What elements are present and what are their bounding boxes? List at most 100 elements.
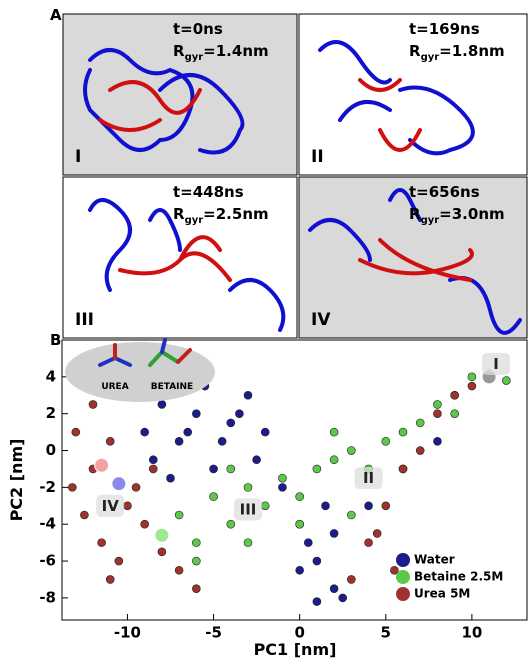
snapshot-time: t=448ns [173, 183, 244, 201]
annotation: IV [102, 497, 120, 515]
panel-label: A [50, 6, 62, 24]
scatter-point [157, 400, 167, 409]
rgyr-subscript: gyr [421, 52, 440, 63]
scatter-point [372, 529, 382, 538]
scatter-point [381, 437, 391, 446]
legend-swatch [396, 570, 410, 584]
scatter-point [226, 519, 236, 529]
annotation-box [354, 467, 383, 490]
scatter-point [295, 519, 304, 529]
snapshot-time: t=656ns [409, 183, 480, 201]
annotation: I [493, 355, 499, 373]
scatter-point [243, 538, 253, 547]
scatter-point [398, 427, 408, 437]
scatter-point [398, 464, 408, 474]
scatter-point [329, 455, 339, 465]
inset-label: UREA [101, 382, 128, 392]
y-axis-label: PC2 [nm] [7, 439, 26, 522]
y-tick-label: -8 [39, 588, 56, 606]
scatter-point [321, 501, 330, 511]
snapshot-numeral: I [75, 147, 81, 167]
scatter-point [364, 538, 373, 547]
x-tick-label: 5 [381, 624, 391, 642]
rgyr-subscript: gyr [185, 52, 204, 63]
y-tick-label: 2 [46, 404, 56, 422]
y-tick-label: 4 [46, 367, 56, 385]
plot-area: -10 -5 0 5 10-8-6-4-2024IIIIIIIVWaterBetaine… [39, 352, 511, 642]
scatter-point [235, 409, 244, 418]
x-tick-label: -10 [114, 624, 141, 642]
scatter-point [329, 584, 339, 593]
rgyr-value: =1.4nm [203, 42, 268, 60]
rgyr-value: =1.8nm [439, 42, 504, 60]
rgyr-symbol: R [409, 205, 421, 223]
inset-molecules [98, 338, 192, 367]
legend-label: Urea 5M [414, 587, 470, 601]
scatter-point [114, 556, 124, 566]
scatter-point [312, 597, 322, 606]
inset-background [65, 342, 215, 402]
scatter-point [329, 529, 339, 538]
scatter-point [260, 427, 270, 437]
scatter-point [433, 400, 442, 409]
snapshot-box [298, 13, 528, 176]
legend-swatch [396, 587, 410, 601]
scatter-point [68, 483, 77, 492]
scatter-point [174, 565, 184, 575]
legend-swatch [396, 553, 410, 567]
scatter-point [278, 473, 287, 483]
panel-label: B [50, 331, 61, 349]
scatter-point [260, 501, 270, 511]
rgyr-subscript: gyr [185, 215, 204, 226]
snapshot-numeral: III [75, 310, 94, 330]
legend-label: Water [414, 553, 455, 567]
scatter-point [148, 464, 158, 474]
scatter-point [243, 390, 253, 400]
legend-label: Betaine 2.5M [414, 570, 503, 584]
scatter-point [312, 464, 322, 474]
scatter-point [295, 565, 304, 575]
scatter-point [390, 565, 399, 575]
scatter-point [209, 464, 218, 474]
scatter-point [148, 455, 158, 465]
scatter-point [192, 556, 201, 566]
scatter-point [329, 427, 339, 437]
snapshot-time: t=0ns [173, 20, 223, 38]
highlight-marker [111, 476, 127, 492]
scatter-point [243, 483, 253, 492]
rgyr-subscript: gyr [421, 215, 440, 226]
scatter-point [347, 575, 356, 584]
scatter-point [450, 409, 459, 418]
scatter-point [131, 483, 141, 492]
scatter-point [209, 492, 218, 501]
annotation-box [96, 494, 125, 517]
scatter-point [415, 446, 425, 455]
scatter-point [381, 501, 391, 511]
scatter-point [433, 437, 442, 446]
x-axis-label: PC1 [nm] [254, 640, 337, 659]
scatter-point [502, 376, 511, 385]
snapshot-rgyr: Rgyr=1.8nm [409, 42, 505, 63]
scatter-point [303, 538, 313, 547]
annotation: III [240, 500, 257, 518]
x-tick-label: 10 [461, 624, 482, 642]
scatter-point [166, 473, 175, 483]
highlight-marker [94, 457, 110, 473]
scatter-point [467, 372, 477, 382]
annotation: II [363, 469, 374, 487]
snapshot-rgyr: Rgyr=1.4nm [173, 42, 269, 63]
snapshot-numeral: IV [311, 310, 331, 330]
y-tick-label: 0 [46, 441, 56, 459]
scatter-point [157, 547, 167, 557]
scatter-point [347, 446, 356, 455]
scatter-point [347, 510, 356, 520]
scatter-point [278, 483, 287, 492]
snapshot-labels: t=0nsRgyr=1.4nmIt=169nsRgyr=1.8nmIIt=448… [75, 20, 505, 330]
scatter-point [450, 390, 459, 400]
scatter-point [192, 409, 201, 418]
scatter-point [140, 519, 149, 529]
scatter-point [123, 501, 132, 511]
y-tick-label: -2 [39, 478, 56, 496]
scatter-point [88, 400, 98, 409]
